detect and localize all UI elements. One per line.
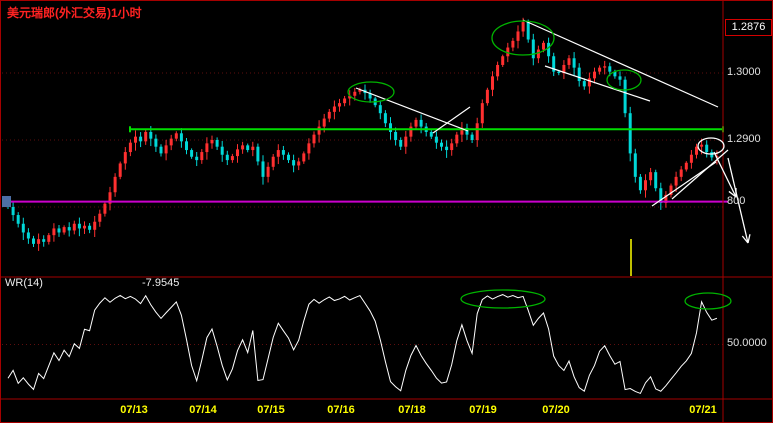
x-axis-label-07-14: 07/14 — [189, 404, 217, 416]
wr-midline-label: 50.0000 — [727, 337, 767, 349]
last-price-box: 1.2876 — [725, 19, 772, 36]
price-label-1-2900: 1.2900 — [727, 133, 761, 145]
indicator-value-label: -7.9545 — [142, 277, 179, 289]
price-label-1-3000: 1.3000 — [727, 66, 761, 78]
x-axis-label-07-21: 07/21 — [689, 404, 717, 416]
price-label-1-2800: 800 — [727, 195, 745, 207]
x-axis-label-07-16: 07/16 — [327, 404, 355, 416]
x-axis-label-07-15: 07/15 — [257, 404, 285, 416]
x-axis-label-07-20: 07/20 — [542, 404, 570, 416]
chart-title: 美元瑞郎(外汇交易)1小时 — [7, 4, 142, 21]
x-axis-label-07-19: 07/19 — [469, 404, 497, 416]
trading-app-window: 美元瑞郎(外汇交易)1小时 1.2876 1.3000 1.2900 800 W… — [0, 0, 773, 423]
x-axis-label-07-18: 07/18 — [398, 404, 426, 416]
x-axis-label-07-13: 07/13 — [120, 404, 148, 416]
chart-background — [0, 0, 773, 423]
candlestick-chart-canvas[interactable] — [0, 0, 773, 423]
indicator-name-label[interactable]: WR(14) — [5, 277, 43, 289]
